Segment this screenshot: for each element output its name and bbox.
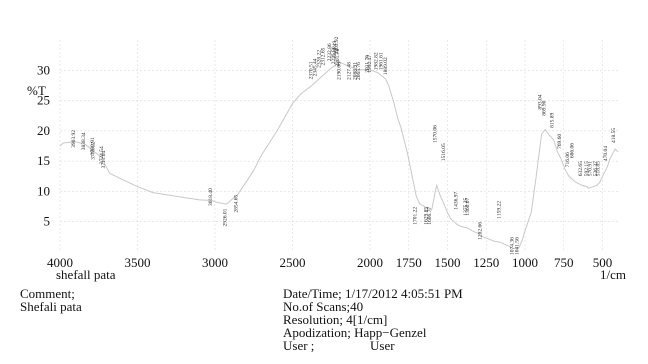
peak-label: 2926.01 xyxy=(222,208,228,226)
peak-label: 815.89 xyxy=(550,112,556,127)
y-tick-label: 30 xyxy=(37,62,50,77)
peak-label: 570.91 xyxy=(588,161,594,176)
x-tick-label: 1000 xyxy=(512,255,538,270)
peak-label: 2232.86 xyxy=(327,43,333,61)
user-label: User ; xyxy=(283,338,315,353)
peak-label: 1516.05 xyxy=(441,143,447,161)
peak-label: 3903.92 xyxy=(71,130,77,148)
peak-label: 3018.40 xyxy=(208,188,214,206)
peak-label: 2203.92 xyxy=(334,36,340,54)
peak-label: 1992.47 xyxy=(367,55,373,73)
peak-label: 2190.06 xyxy=(337,62,343,80)
x-axis-ticks: 4000 3500 3000 2500 2000 1750 1500 1250 1000 750 5… xyxy=(47,255,612,270)
peak-label: 2218.49 xyxy=(332,41,338,59)
peak-label: 1282.66 xyxy=(477,222,483,240)
peak-label: 2854.65 xyxy=(234,195,240,213)
x-tick-label: 1750 xyxy=(396,255,422,270)
peak-label: 418.55 xyxy=(611,128,617,143)
peak-label: 2225.50 xyxy=(331,46,337,64)
peak-label: 1982.82 xyxy=(374,52,380,70)
peak-label: 869.90 xyxy=(541,100,547,115)
peak-label: 3776.12 xyxy=(91,142,97,160)
y-tick-label: 15 xyxy=(37,153,50,168)
peak-label: 1074.36 xyxy=(510,237,516,255)
x-tick-label: 2500 xyxy=(280,255,306,270)
comment-value: Shefali pata xyxy=(20,299,82,314)
x-tick-label: 500 xyxy=(593,255,613,270)
peak-label: 3780.91 xyxy=(90,137,96,155)
y-tick-label: 5 xyxy=(44,214,51,229)
peak-label: 686.06 xyxy=(570,143,576,158)
comment-block: Comment; Shefali pata xyxy=(20,287,82,313)
peak-label: 893.04 xyxy=(538,94,544,109)
apodization-line: Apodization; Happ−Genzel xyxy=(283,325,427,340)
peak-label: 632.65 xyxy=(578,161,584,176)
peak-label: 1606.77 xyxy=(427,207,433,225)
peak-label: 3724.54 xyxy=(99,146,105,164)
peak-label: 2370.51 xyxy=(309,61,315,79)
acquisition-info: Date/Time; 1/17/2012 4:05:51 PM No.of Sc… xyxy=(283,287,463,352)
datetime-line: Date/Time; 1/17/2012 4:05:51 PM xyxy=(283,286,463,301)
resolution-line: Resolution; 4[1/cm] xyxy=(283,312,388,327)
peak-label: 2312.65 xyxy=(321,47,327,65)
scans-line: No.of Scans;40 xyxy=(283,299,364,314)
peak-label: 2088.91 xyxy=(352,62,358,80)
spectrum-layer xyxy=(59,60,619,249)
x-tick-label: 3000 xyxy=(202,255,228,270)
peak-label: 1701.22 xyxy=(412,207,418,225)
peak-label: 3711.04 xyxy=(101,150,107,168)
y-tick-label: 25 xyxy=(37,93,50,108)
peak-label: 1360.07 xyxy=(465,198,471,216)
peak-label: 2201.78 xyxy=(335,49,341,67)
user-value: User xyxy=(370,338,395,353)
peak-label: 716.06 xyxy=(565,152,571,167)
peak-label: 1159.22 xyxy=(496,201,502,219)
sample-name: shefall pata xyxy=(56,267,116,282)
peak-label: 1436.97 xyxy=(453,191,459,209)
x-tick-label: 3500 xyxy=(125,255,151,270)
x-tick-label: 2000 xyxy=(357,255,383,270)
peak-label: 2011.76 xyxy=(364,55,370,73)
peak-label: 470.04 xyxy=(603,146,609,161)
grid-layer xyxy=(59,40,618,252)
peak-label: 1629.85 xyxy=(424,207,430,225)
comment-label: Comment; xyxy=(20,286,75,301)
y-tick-label: 10 xyxy=(37,183,50,198)
peak-label: 2345.44 xyxy=(313,58,319,76)
peak-label: 2065.76 xyxy=(356,62,362,80)
peak-label: 518.85 xyxy=(596,161,602,176)
peak-label: 592.15 xyxy=(584,161,590,176)
peak-label: 769.60 xyxy=(557,134,563,149)
user-line: User ; User xyxy=(283,339,463,352)
peak-label: 3838.34 xyxy=(81,132,87,150)
x-axis-unit-label: 1/cm xyxy=(600,267,626,282)
peak-label: 1375.25 xyxy=(463,198,469,216)
peak-label: 536.37 xyxy=(593,161,599,176)
x-tick-label: 750 xyxy=(554,255,574,270)
peak-label: 1889.02 xyxy=(383,57,389,75)
peak-label: 2328.22 xyxy=(316,50,322,68)
x-tick-label: 1250 xyxy=(473,255,499,270)
peak-label: 1961.61 xyxy=(378,52,384,70)
x-tick-label: 1500 xyxy=(435,255,461,270)
peak-label: 1570.06 xyxy=(433,125,439,143)
peak-label: 1041.56 xyxy=(515,237,521,255)
y-axis-ticks: 5 10 15 20 25 30 xyxy=(37,62,50,228)
x-tick-label: 4000 xyxy=(47,255,73,270)
y-tick-label: 20 xyxy=(37,123,50,138)
spectrum-line xyxy=(59,60,619,249)
peak-label: 2127.48 xyxy=(346,62,352,80)
y-axis-label: %T xyxy=(27,83,46,98)
